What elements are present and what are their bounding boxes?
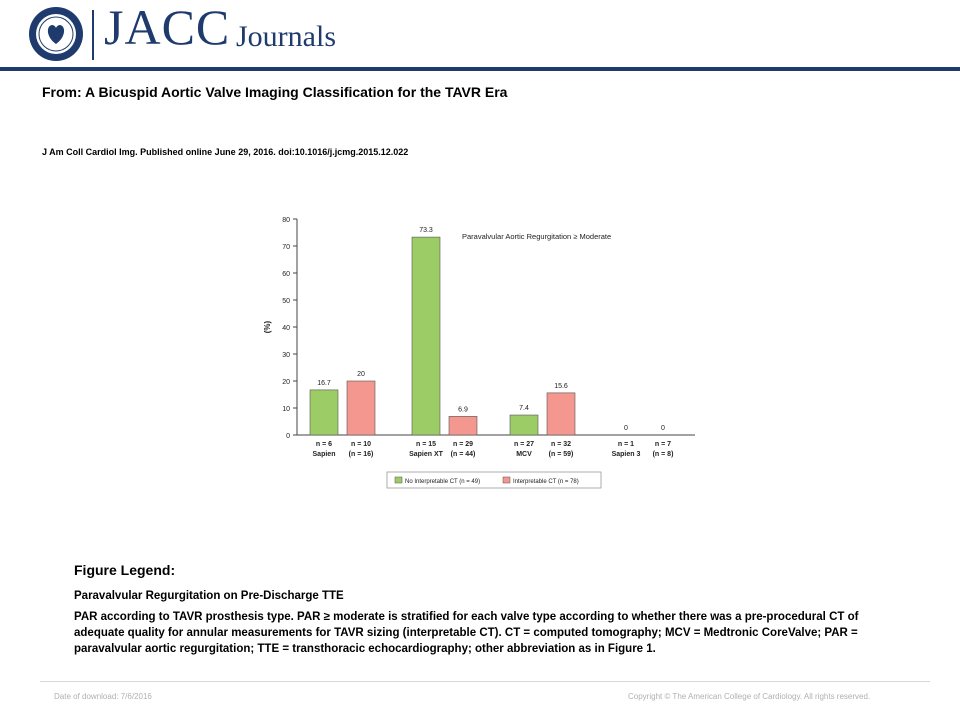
jacc-logo: JACC	[104, 0, 231, 55]
legend-swatch	[502, 476, 511, 484]
bar-value-label: 0	[624, 425, 628, 432]
x-tick-label: n = 27	[514, 441, 534, 448]
x-tick-label: n = 29	[453, 441, 473, 448]
y-tick-label: 40	[282, 325, 290, 332]
y-axis-label: (%)	[263, 320, 272, 333]
bar	[448, 416, 478, 436]
x-tick-label: n = 6	[316, 441, 332, 448]
bar-chart: 0 10 20 30 40 50 60 70 80 (%) Paravalvular Aortic …	[263, 217, 695, 489]
bar	[346, 380, 376, 436]
x-tick-label: n = 15	[416, 441, 436, 448]
x-tick-label: n = 7	[655, 441, 671, 448]
x-tick-sublabel: (n = 16)	[349, 451, 374, 458]
figure-source-title: From: A Bicuspid Aortic Valve Imaging Cl…	[42, 84, 508, 100]
x-tick-label: n = 10	[351, 441, 371, 448]
download-date: Date of download: 7/6/2016	[54, 692, 152, 701]
footer-rule	[40, 681, 930, 682]
journal-header: JACC Journals	[0, 0, 960, 71]
x-tick-label: n = 1	[618, 441, 634, 448]
bar-value-label: 16.7	[317, 380, 331, 387]
y-tick-label: 70	[282, 244, 290, 251]
bar-value-label: 7.4	[519, 405, 529, 412]
y-tick-label: 60	[282, 271, 290, 278]
legend-label: Interpretable CT (n = 78)	[513, 479, 579, 485]
bar	[309, 389, 339, 436]
bar-value-label: 73.3	[419, 227, 433, 234]
figure-legend-subtitle: Paravalvular Regurgitation on Pre-Discha…	[74, 590, 344, 602]
y-tick-label: 10	[282, 406, 290, 413]
citation: J Am Coll Cardiol Img. Published online …	[42, 147, 409, 157]
legend-label: No Interpretable CT (n = 49)	[405, 479, 480, 485]
y-tick-label: 30	[282, 352, 290, 359]
chart-legend-box	[386, 471, 602, 489]
figure-legend-heading: Figure Legend:	[74, 562, 176, 578]
legend-swatch	[394, 476, 403, 484]
y-tick-label: 50	[282, 298, 290, 305]
copyright-notice: Copyright © The American College of Card…	[628, 692, 871, 701]
x-tick-sublabel: Sapien	[313, 451, 336, 458]
bar-value-label: 15.6	[554, 383, 568, 390]
x-tick-sublabel: Sapien XT	[409, 451, 444, 458]
header-rule	[0, 67, 960, 71]
y-tick-label: 0	[286, 433, 290, 440]
x-tick-sublabel: (n = 44)	[451, 451, 476, 458]
bar	[411, 236, 441, 436]
x-tick-sublabel: Sapien 3	[612, 451, 641, 458]
bar	[509, 414, 539, 436]
chart-title: Paravalvular Aortic Regurgitation ≥ Mode…	[462, 232, 611, 241]
figure-legend-body: PAR according to TAVR prosthesis type. P…	[74, 611, 859, 655]
x-tick-sublabel: (n = 59)	[549, 451, 574, 458]
bar-value-label: 6.9	[458, 406, 468, 413]
acc-seal-icon	[29, 7, 83, 61]
journals-logo-text: Journals	[236, 20, 336, 53]
x-tick-sublabel: (n = 8)	[653, 451, 674, 458]
bar-value-label: 0	[661, 425, 665, 432]
header-divider	[92, 10, 94, 60]
bar	[546, 392, 576, 436]
x-tick-label: n = 32	[551, 441, 571, 448]
y-tick-label: 20	[282, 379, 290, 386]
bar-value-label: 20	[357, 371, 365, 378]
x-tick-sublabel: MCV	[516, 451, 532, 458]
y-tick-label: 80	[282, 217, 290, 224]
